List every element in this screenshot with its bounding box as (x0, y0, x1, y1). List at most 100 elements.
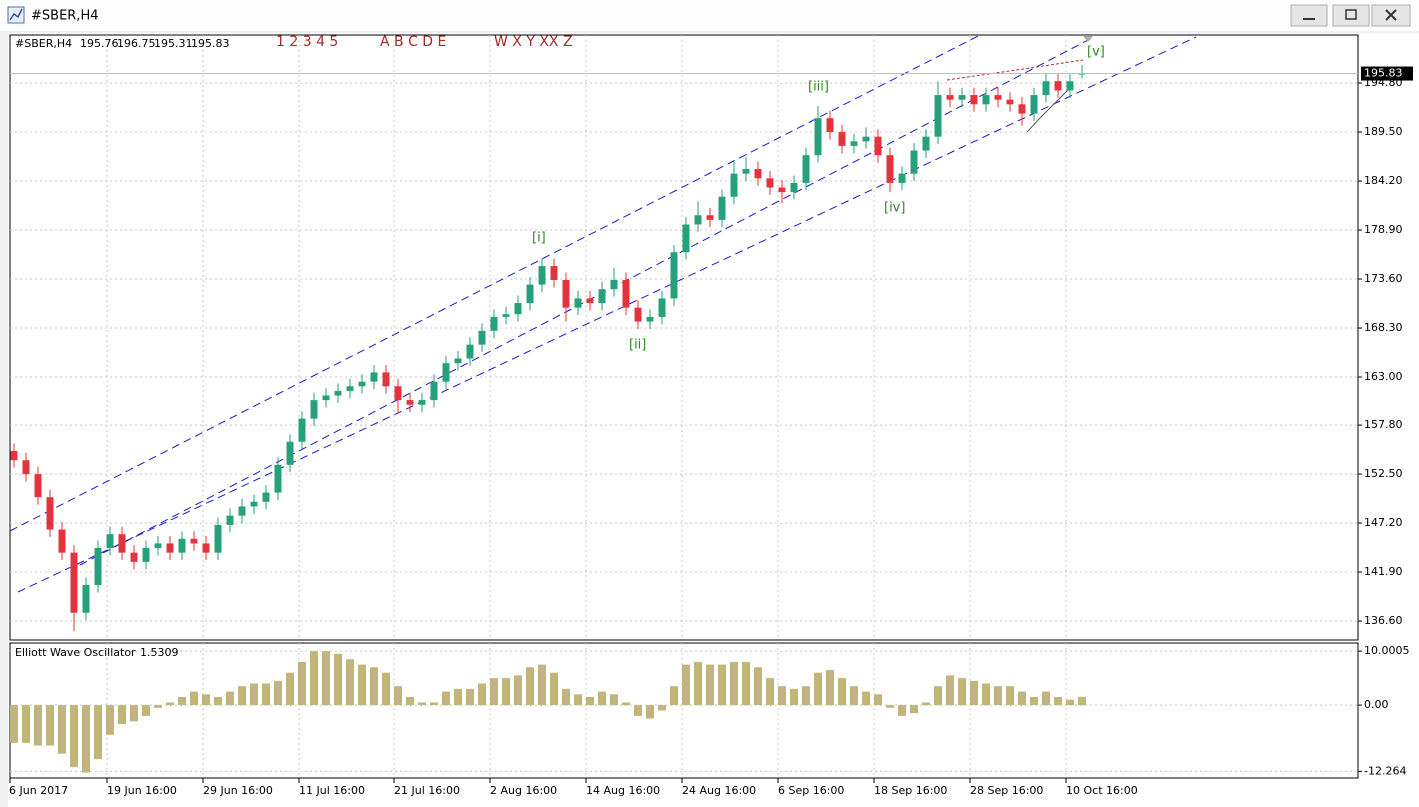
shift-marker (1083, 36, 1093, 42)
candle-body (982, 95, 990, 105)
candle-body (502, 314, 510, 317)
oscillator-bar (922, 702, 930, 706)
candle-body (634, 307, 642, 322)
x-tick-label: 14 Aug 16:00 (586, 784, 660, 797)
y-tick-label: 141.90 (1364, 565, 1403, 578)
candle-body (598, 289, 606, 304)
icon-graph (9, 8, 23, 21)
oscillator-bar (682, 664, 690, 706)
x-tick-label: 19 Jun 16:00 (107, 784, 177, 797)
candle-body (622, 279, 630, 308)
x-tick-label: 28 Sep 16:00 (970, 784, 1043, 797)
oscillator-bar (454, 688, 462, 706)
candle-body (106, 534, 114, 549)
y-tick-label: 163.00 (1364, 370, 1403, 383)
candle-body (742, 169, 750, 174)
x-tick-label: 2 Aug 16:00 (490, 784, 557, 797)
oscillator-bar (670, 686, 678, 706)
oscillator-value: 1.5309 (140, 646, 179, 659)
oscillator-bar (142, 705, 150, 716)
restore-button[interactable] (1332, 4, 1370, 27)
oscillator-bar (34, 705, 42, 746)
oscillator-bar (586, 697, 594, 706)
oscillator-bar (610, 694, 618, 706)
oscillator-bar (934, 686, 942, 706)
oscillator-bar (238, 686, 246, 706)
oscillator-bar (1030, 697, 1038, 706)
oscillator-bar (178, 697, 186, 706)
candle-body (934, 95, 942, 137)
oscillator-bar (814, 672, 822, 706)
oscillator-bar (862, 691, 870, 706)
candle-body (886, 155, 894, 183)
oscillator-bar (1018, 691, 1026, 706)
oscillator-bar (442, 691, 450, 706)
high-value: 196.75 (117, 37, 156, 50)
candle-body (994, 95, 1002, 100)
y-tick-label: 152.50 (1364, 467, 1403, 480)
candle-body (586, 298, 594, 304)
candle-body (790, 182, 798, 193)
oscillator-bar (910, 705, 918, 714)
candle-body (358, 381, 366, 387)
candle-body (814, 118, 822, 156)
candle-body (370, 372, 378, 382)
candle-body (838, 132, 846, 146)
y-tick-label: 147.20 (1364, 516, 1403, 529)
y-tick-label: 173.60 (1364, 272, 1403, 285)
candle-body (142, 548, 150, 562)
x-tick-label: 6 Sep 16:00 (778, 784, 844, 797)
candle-body (334, 390, 342, 396)
oscillator-bar (430, 702, 438, 706)
oscillator-bar (70, 705, 78, 768)
candle-body (514, 303, 522, 315)
open-value: 195.76 (80, 37, 119, 50)
channel-lines (9, 34, 1197, 593)
oscillator-bar (718, 664, 726, 706)
oscillator-bar (334, 653, 342, 706)
oscillator-bar (958, 678, 966, 706)
oscillator-bar (406, 697, 414, 706)
candle-body (646, 316, 654, 322)
oscillator-bar (106, 705, 114, 735)
candle-body (442, 363, 450, 382)
oscillator-bar (514, 675, 522, 706)
minimize-button[interactable] (1290, 4, 1328, 27)
oscillator-bar (982, 683, 990, 706)
oscillator-bar (214, 697, 222, 706)
candle-body (970, 95, 978, 105)
main-plot (9, 34, 1359, 641)
candle-body (166, 543, 174, 553)
oscillator-bar (310, 651, 318, 706)
oscillator-bar (502, 678, 510, 706)
x-tick-label: 6 Jun 2017 (9, 784, 68, 797)
oscillator-bar (898, 705, 906, 716)
oscillator-bar (478, 683, 486, 706)
candle-body (1006, 99, 1014, 105)
candle-body (298, 418, 306, 442)
wave-label: A B C D E (380, 34, 446, 50)
wave-annotation: [iv] (884, 201, 905, 216)
oscillator-bar (634, 705, 642, 716)
oscillator-bar (10, 705, 18, 743)
candle-body (706, 215, 714, 220)
candle-body (1054, 81, 1062, 91)
oscillator-bar (994, 686, 1002, 706)
oscillator-bar (298, 661, 306, 706)
candle-body (490, 316, 498, 331)
triangle-upper (946, 59, 1084, 81)
candle-body (946, 95, 954, 100)
price-tag (1361, 66, 1413, 81)
oscillator-bar (394, 686, 402, 706)
candle-body (46, 497, 54, 530)
candle-body (118, 534, 126, 553)
candle-body (538, 266, 546, 285)
oscillator-bar (262, 683, 270, 706)
oscillator-bar (946, 675, 954, 706)
candle-body (130, 552, 138, 562)
candle-body (310, 400, 318, 419)
candle-body (526, 284, 534, 304)
oscillator-bar (130, 705, 138, 722)
candle-body (826, 118, 834, 133)
candle-body (418, 400, 426, 405)
